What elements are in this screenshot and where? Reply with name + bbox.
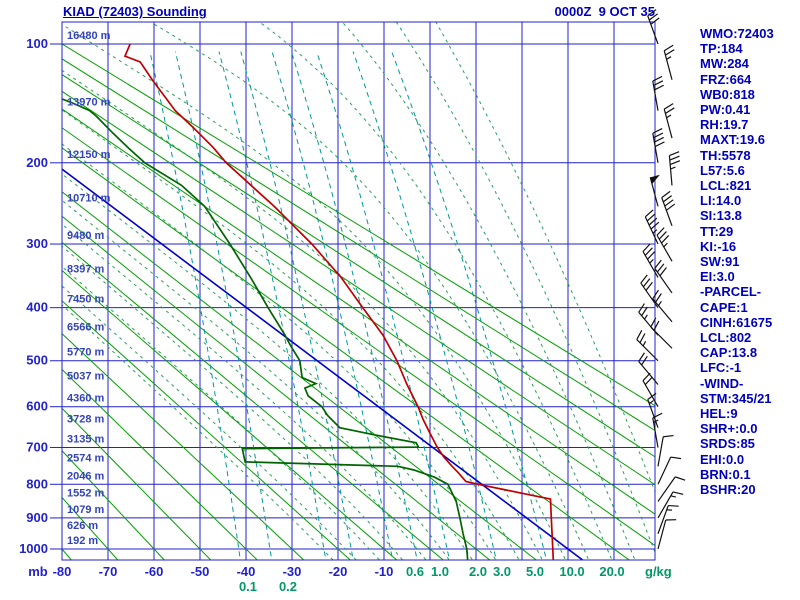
svg-text:8397 m: 8397 m	[67, 263, 105, 275]
svg-text:1079 m: 1079 m	[67, 504, 105, 516]
stats-line: HEL:9	[700, 406, 738, 422]
stats-line: L57:5.6	[700, 162, 745, 178]
svg-text:5037 m: 5037 m	[67, 370, 105, 382]
svg-text:0.1: 0.1	[239, 579, 257, 594]
svg-text:2.0: 2.0	[469, 564, 487, 579]
pressure-axis-labels: 100 200 300 400 500 600 700 800 900 1000 mb	[19, 36, 62, 579]
stats-line: LFC:-1	[700, 360, 742, 376]
stats-line: EI:3.0	[700, 269, 735, 285]
svg-text:12150 m: 12150 m	[67, 149, 111, 161]
stats-panel: WMO:72403 TP:184 MW:284 FRZ:664 WB0:818 PW:0.…	[700, 26, 774, 497]
svg-text:-80: -80	[53, 564, 72, 579]
stats-line: -WIND-	[700, 375, 744, 391]
svg-text:10710 m: 10710 m	[67, 192, 111, 204]
height-labels: 16480 m 13970 m 12150 m 10710 m 9480 m 8397 m…	[67, 30, 111, 547]
stats-line: BRN:0.1	[700, 466, 751, 482]
stats-line: CAPE:1	[700, 299, 748, 315]
svg-text:3135 m: 3135 m	[67, 433, 105, 445]
svg-text:-10: -10	[375, 564, 394, 579]
stats-line: PW:0.41	[700, 102, 751, 118]
svg-text:0.2: 0.2	[279, 579, 297, 594]
dewpoint-trace	[62, 98, 469, 560]
plot-border	[61, 21, 656, 561]
svg-text:600: 600	[26, 399, 48, 414]
stats-line: FRZ:664	[700, 71, 752, 87]
svg-text:1552 m: 1552 m	[67, 487, 105, 499]
page-title: KIAD (72403) Sounding	[63, 4, 207, 19]
svg-text:1000: 1000	[19, 541, 48, 556]
stats-line: MAXT:19.6	[700, 132, 766, 148]
svg-text:100: 100	[26, 36, 48, 51]
svg-text:200: 200	[26, 155, 48, 170]
timestamp: 0000Z 9 OCT 35	[554, 4, 655, 19]
stats-line: SW:91	[700, 254, 740, 270]
svg-text:500: 500	[26, 353, 48, 368]
svg-text:g/kg: g/kg	[645, 564, 672, 579]
svg-text:-60: -60	[145, 564, 164, 579]
mixing-ratio-axis-labels: 0.6 1.0 2.0 3.0 5.0 10.0 20.0 0.1 0.2 g/kg	[239, 564, 672, 594]
svg-text:400: 400	[26, 300, 48, 315]
stats-line: RH:19.7	[700, 117, 749, 133]
svg-text:13970 m: 13970 m	[67, 97, 111, 109]
moist-adiabat-lines	[62, 22, 655, 560]
stats-line: CINH:61675	[700, 314, 773, 330]
temperature-trace	[123, 43, 555, 560]
isotherm-gridlines	[61, 22, 615, 560]
stats-line: TH:5578	[700, 147, 751, 163]
stats-line: STM:345/21	[700, 390, 772, 406]
svg-text:5.0: 5.0	[526, 564, 544, 579]
stats-line: TT:29	[700, 223, 734, 239]
isobar-gridlines	[62, 43, 655, 550]
svg-text:6566 m: 6566 m	[67, 321, 105, 333]
stats-line: BSHR:20	[700, 482, 756, 498]
svg-text:2046 m: 2046 m	[67, 470, 105, 482]
stats-line: EHI:0.0	[700, 451, 745, 467]
stats-line: SHR+:0.0	[700, 421, 758, 437]
stats-line: SI:13.8	[700, 208, 742, 224]
svg-text:7450 m: 7450 m	[67, 294, 105, 306]
wind-barbs	[636, 9, 686, 550]
stats-line: LCL:802	[700, 330, 752, 346]
svg-text:0.6: 0.6	[406, 564, 424, 579]
svg-text:3.0: 3.0	[493, 564, 511, 579]
svg-text:700: 700	[26, 439, 48, 454]
svg-text:9480 m: 9480 m	[67, 230, 105, 242]
svg-text:-50: -50	[191, 564, 210, 579]
svg-text:mb: mb	[28, 564, 48, 579]
svg-text:800: 800	[26, 476, 48, 491]
svg-text:20.0: 20.0	[599, 564, 624, 579]
stats-line: CAP:13.8	[700, 345, 758, 361]
svg-text:16480 m: 16480 m	[67, 30, 111, 42]
svg-text:192 m: 192 m	[67, 535, 98, 547]
svg-text:5770 m: 5770 m	[67, 347, 105, 359]
parcel-trace	[62, 168, 584, 560]
svg-text:-40: -40	[237, 564, 256, 579]
svg-text:300: 300	[26, 236, 48, 251]
stats-line: LCL:821	[700, 178, 752, 194]
stats-line: KI:-16	[700, 238, 737, 254]
svg-text:-30: -30	[283, 564, 302, 579]
stats-line: MW:284	[700, 56, 749, 72]
stats-line: LI:14.0	[700, 193, 742, 209]
svg-text:-70: -70	[99, 564, 118, 579]
stats-line: WMO:72403	[700, 26, 774, 41]
svg-text:2574 m: 2574 m	[67, 452, 105, 464]
svg-text:4360 m: 4360 m	[67, 393, 105, 405]
svg-text:900: 900	[26, 510, 48, 525]
stats-line: -PARCEL-	[700, 284, 762, 300]
svg-text:10.0: 10.0	[559, 564, 584, 579]
stats-line: WB0:818	[700, 86, 755, 102]
svg-text:3728 m: 3728 m	[67, 414, 105, 426]
svg-text:1.0: 1.0	[431, 564, 449, 579]
stats-line: SRDS:85	[700, 436, 755, 452]
temp-axis-labels: -80 -70 -60 -50 -40 -30 -20 -10	[53, 564, 394, 579]
stats-line: TP:184	[700, 41, 743, 57]
svg-text:626 m: 626 m	[67, 520, 98, 532]
svg-text:-20: -20	[329, 564, 348, 579]
